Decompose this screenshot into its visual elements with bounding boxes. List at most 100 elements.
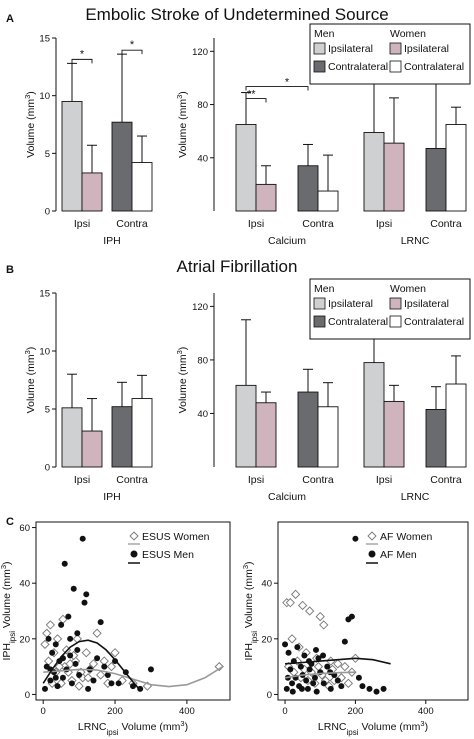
panel-c-letter: C — [6, 516, 14, 528]
a-cl-y-tick-label-0: 40 — [197, 153, 208, 164]
c-af-y-tick-label-0: 0 — [267, 690, 272, 701]
b-iph-bar-ipsi-women — [81, 430, 103, 468]
c-esus-point-men-37 — [52, 674, 59, 681]
c-esus-legend-women-marker — [129, 531, 139, 541]
b-cl-bar-2-men — [363, 362, 385, 468]
b-cl-bar-1-men — [297, 391, 319, 468]
a-iph-bar-contra-men — [111, 121, 133, 212]
legend-a-men-contra-label: Contralateral — [328, 61, 388, 73]
c-esus-point-men-17 — [72, 660, 79, 667]
panel-b-title: Atrial Fibrillation — [177, 257, 298, 276]
c-esus-point-men-0 — [41, 685, 48, 692]
c-esus-x-tick-label-0: 0 — [41, 706, 46, 717]
c-esus-plot-frame — [35, 521, 231, 701]
c-esus-point-men-29 — [108, 680, 115, 687]
b-iph-x-cat-0: Ipsi — [74, 474, 90, 486]
legend-a-men-ipsi-label: Ipsilateral — [328, 43, 373, 55]
c-esus-point-men-41 — [85, 685, 92, 692]
c-esus-point-men-39 — [67, 635, 74, 642]
legend-b-women-header: Women — [390, 283, 426, 295]
c-esus-point-men-7 — [54, 683, 61, 690]
a-cl-y-tick-label-1: 80 — [197, 100, 208, 111]
c-esus-point-men-13 — [65, 613, 72, 620]
c-esus-point-men-21 — [81, 599, 88, 606]
c-af-point-women-5 — [315, 611, 325, 622]
c-esus-point-men-6 — [52, 641, 59, 648]
c-af-point-women-6 — [319, 620, 329, 630]
c-af-x-label: LRNCipsi Volume (mm3) — [318, 719, 428, 737]
legend-b-men-contra-swatch — [313, 315, 326, 328]
c-esus-point-men-26 — [97, 619, 104, 626]
c-esus-point-men-27 — [101, 663, 108, 670]
chart-a-calcium-lrnc: 40 80 120 Volume (mm3) Ipsi Contra Ipsi Contra C… — [175, 38, 467, 247]
b-iph-y-tick-label-0: 0 — [45, 463, 50, 474]
c-esus-fit-line-men — [42, 639, 141, 691]
a-cl-sig-bracket-1 — [245, 86, 309, 91]
c-af-point-men-9 — [297, 663, 304, 670]
b-cl-x-cat-2: Ipsi — [376, 474, 392, 486]
legend-a-women-ipsi-label: Ipsilateral — [404, 43, 449, 55]
b-cl-bar-1-women — [317, 406, 339, 468]
a-iph-bar-ipsi-women — [81, 172, 103, 212]
c-esus-point-women-15 — [92, 628, 102, 638]
a-cl-sig-label-1: * — [285, 77, 290, 89]
a-iph-bar-contra-women — [131, 162, 153, 212]
a-iph-y-tick-label-1: 5 — [45, 149, 50, 160]
c-esus-point-men-3 — [47, 677, 54, 684]
c-esus-y-tick-label-1: 20 — [19, 634, 30, 645]
c-esus-point-men-14 — [67, 652, 74, 659]
c-esus-point-men-15 — [68, 680, 75, 687]
c-af-y-label: IPHipsi Volume (mm3) — [241, 561, 259, 660]
c-esus-x-tick-label-2: 400 — [179, 706, 195, 717]
b-iph-x-label: IPH — [103, 491, 121, 503]
c-af-point-men-38 — [298, 685, 305, 692]
c-af-legend-women-label: AF Women — [380, 531, 432, 543]
c-esus-x-label: LRNCipsi Volume (mm3) — [78, 719, 188, 737]
b-cl-group-label-0: Calcium — [268, 491, 306, 503]
legend-b-women-ipsi-swatch — [389, 297, 402, 310]
c-esus-point-women-35 — [214, 661, 224, 672]
a-cl-bar-1-women — [317, 190, 339, 212]
c-esus-point-women-14 — [88, 659, 99, 669]
c-af-point-men-25 — [334, 677, 341, 684]
a-iph-y-tick-label-3: 15 — [39, 34, 50, 45]
b-cl-y-tick-label-0: 40 — [197, 409, 208, 420]
c-esus-point-men-22 — [83, 591, 90, 598]
a-cl-x-cat-3: Contra — [430, 218, 462, 230]
b-iph-x-cat-1: Contra — [116, 474, 148, 486]
b-cl-bar-3-men — [425, 408, 447, 468]
c-esus-legend-women-label: ESUS Women — [142, 531, 210, 543]
legend-b-men-header: Men — [314, 283, 335, 295]
legend-b-women-contra-label: Contralateral — [404, 316, 464, 328]
legend-a-men-header: Men — [314, 28, 335, 40]
a-cl-bar-0-women — [255, 183, 277, 212]
c-esus-point-men-35 — [147, 666, 154, 673]
c-af-point-men-40 — [313, 646, 319, 653]
legend-b-men-contra-label: Contralateral — [328, 316, 388, 328]
c-esus-fit-line-women — [43, 665, 224, 688]
legend-b-men-ipsi-label: Ipsilateral — [328, 298, 373, 310]
c-af-point-women-13 — [340, 661, 350, 672]
c-af-point-men-29 — [348, 613, 355, 620]
c-esus-point-men-25 — [94, 655, 101, 662]
c-af-point-men-13 — [304, 685, 311, 692]
c-esus-point-men-9 — [58, 621, 65, 628]
b-iph-y-label: Volume (mm3) — [23, 347, 38, 414]
c-af-point-men-16 — [310, 680, 317, 687]
c-af-point-women-1 — [285, 598, 295, 608]
a-cl-bar-3-women — [445, 124, 467, 212]
c-esus-x-tick-label-1: 200 — [107, 706, 123, 717]
legend-b-women-ipsi-label: Ipsilateral — [404, 298, 449, 310]
c-esus-point-men-24 — [90, 677, 97, 684]
c-esus-point-men-12 — [63, 666, 70, 673]
c-af-point-men-2 — [285, 649, 292, 656]
a-cl-y-tick-label-2: 120 — [192, 47, 208, 58]
c-af-x-tick-label-2: 400 — [418, 706, 434, 717]
c-af-point-women-3 — [297, 600, 308, 611]
c-af-fit-line-women — [284, 671, 356, 679]
c-af-point-women-12 — [333, 659, 343, 669]
c-esus-point-men-31 — [115, 680, 122, 687]
chart-b-iph: 0 5 10 15 Volume (mm3) Ipsi Contra IPH — [23, 289, 153, 503]
c-af-point-men-11 — [301, 652, 308, 659]
c-af-point-men-31 — [355, 674, 362, 681]
